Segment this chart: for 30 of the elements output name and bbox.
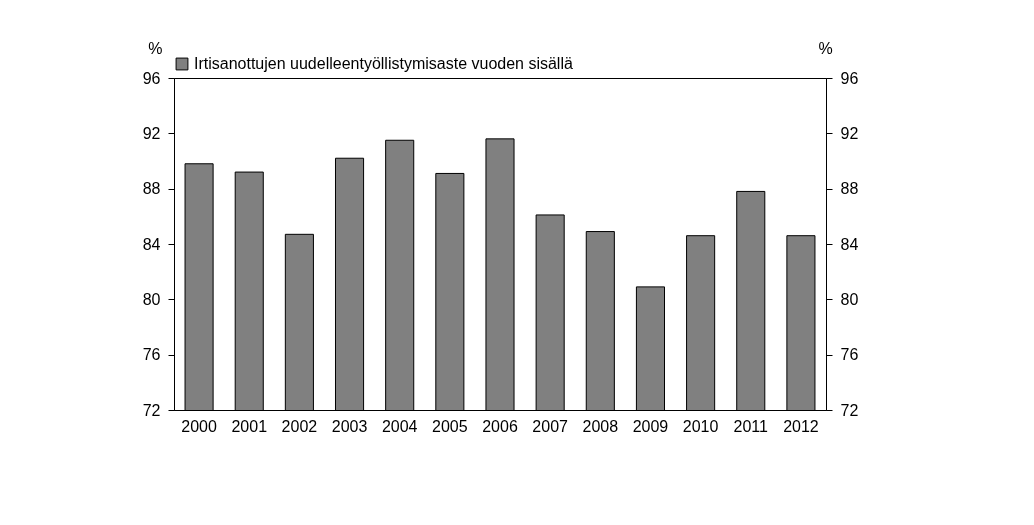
x-tick-label: 2003 xyxy=(331,417,368,435)
y2-tick-label: 80 xyxy=(840,290,859,308)
x-tick-label: 2012 xyxy=(783,417,819,435)
y-axis-title: % xyxy=(148,39,163,57)
legend-label: Irtisanottujen uudelleentyöllistymisaste vuoden sisällä xyxy=(194,55,573,72)
x-tick-label: 2001 xyxy=(231,417,268,435)
y2-tick-label: 92 xyxy=(840,124,859,142)
y-tick-label: 80 xyxy=(142,290,161,308)
x-tick-label: 2009 xyxy=(632,417,669,435)
x-tick-label: 2005 xyxy=(432,417,468,435)
y-tick-label: 72 xyxy=(142,401,161,419)
x-tick-label: 2006 xyxy=(482,417,518,435)
y2-axis-title: % xyxy=(818,39,833,57)
y2-tick-label: 88 xyxy=(840,180,859,198)
x-tick-label: 2010 xyxy=(682,417,719,435)
y2-tick-label: 84 xyxy=(840,235,859,253)
y-tick-label: 76 xyxy=(142,346,161,364)
y-tick-label: 84 xyxy=(142,235,161,253)
x-tick-label: 2004 xyxy=(381,417,418,435)
x-tick-label: 2007 xyxy=(532,417,569,435)
y2-tick-label: 72 xyxy=(840,401,859,419)
y-tick-label: 88 xyxy=(142,180,161,198)
y2-tick-label: 96 xyxy=(840,69,859,87)
x-tick-label: 2002 xyxy=(281,417,318,435)
x-tick-label: 2000 xyxy=(181,417,217,435)
y-tick-label: 96 xyxy=(142,69,161,87)
x-tick-label: 2008 xyxy=(582,417,619,435)
y-tick-label: 92 xyxy=(142,124,161,142)
x-tick-label: 2011 xyxy=(733,417,769,435)
y2-tick-label: 76 xyxy=(840,346,859,364)
